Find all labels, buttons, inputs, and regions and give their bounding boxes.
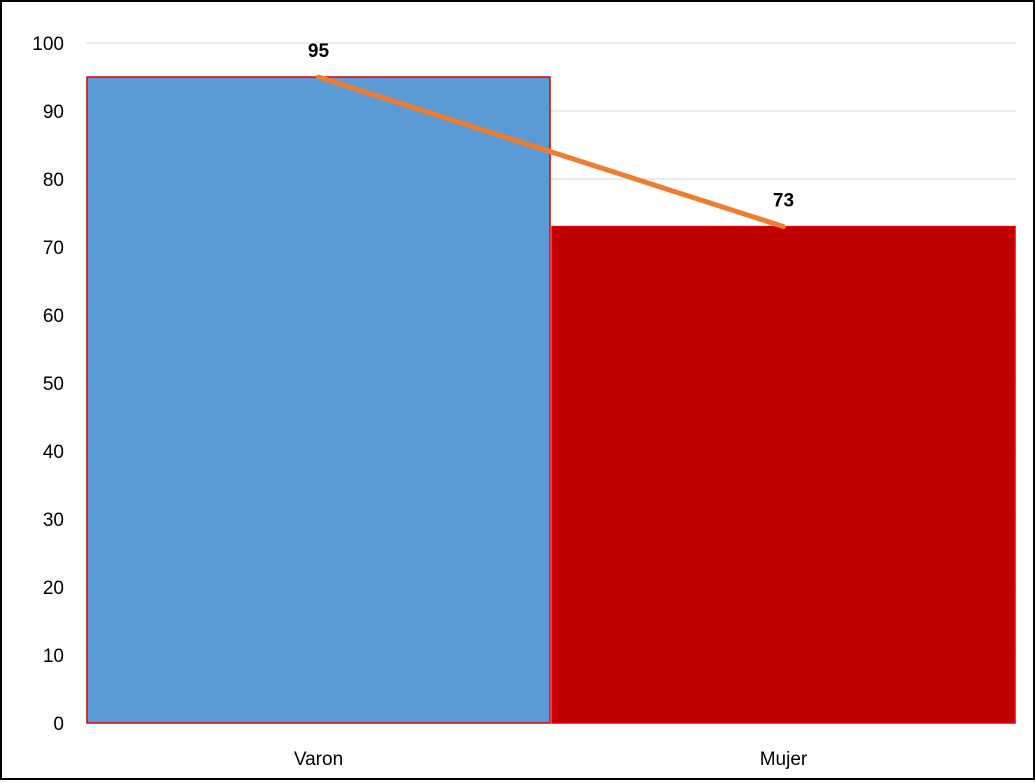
bars xyxy=(86,76,1016,724)
y-tick-label: 40 xyxy=(43,442,64,463)
y-tick-label: 0 xyxy=(53,714,64,735)
series-line xyxy=(316,74,786,230)
overlay-line xyxy=(316,74,786,230)
y-tick-label: 100 xyxy=(32,34,64,55)
bar-mujer xyxy=(551,225,1016,724)
y-tick-label: 30 xyxy=(43,510,64,531)
y-tick-label: 10 xyxy=(43,646,64,667)
y-tick-label: 60 xyxy=(43,306,64,327)
data-label: 95 xyxy=(308,41,330,62)
y-tick-label: 70 xyxy=(43,238,64,259)
data-label: 73 xyxy=(773,191,794,212)
y-tick-label: 80 xyxy=(43,170,64,191)
y-tick-label: 90 xyxy=(43,102,64,123)
y-tick-label: 50 xyxy=(43,374,64,395)
bar-varon xyxy=(86,76,551,724)
y-tick-label: 20 xyxy=(43,578,64,599)
labels: 0 10 20 30 40 50 60 70 80 90 100 Varon Mujer 95 73 xyxy=(32,34,808,770)
x-tick-label: Mujer xyxy=(760,749,808,770)
x-tick-label: Varon xyxy=(294,749,343,770)
